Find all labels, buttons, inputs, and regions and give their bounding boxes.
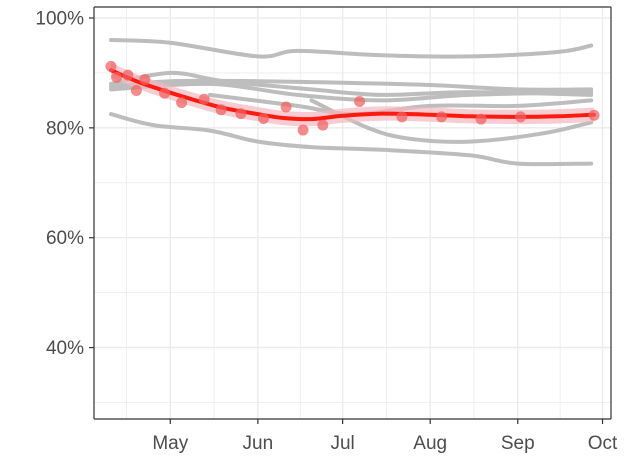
y-tick-label: 60% xyxy=(46,228,84,249)
data-point-14 xyxy=(317,119,329,131)
background-series-line-6 xyxy=(309,98,594,144)
data-point-17 xyxy=(435,111,447,123)
x-tick-label: Jul xyxy=(330,433,354,454)
data-point-15 xyxy=(354,95,366,107)
axes xyxy=(93,6,612,420)
background-series-line-1 xyxy=(109,38,594,59)
trend-line-group xyxy=(109,68,596,122)
y-tick-label: 100% xyxy=(35,8,84,29)
x-tick-label: Oct xyxy=(588,433,618,454)
data-point-6 xyxy=(159,87,171,99)
x-tick-labels: May Jun Jul Aug Sep Oct xyxy=(152,419,618,454)
data-point-10 xyxy=(235,108,247,120)
data-point-2 xyxy=(111,71,123,83)
data-point-11 xyxy=(258,113,270,125)
data-point-16 xyxy=(396,111,408,123)
data-point-8 xyxy=(198,93,210,105)
x-tick-label: Aug xyxy=(413,433,447,454)
data-point-4 xyxy=(130,84,142,96)
background-series-group xyxy=(109,38,594,167)
data-point-18 xyxy=(475,113,487,125)
data-point-3 xyxy=(122,69,134,81)
data-point-12 xyxy=(280,101,292,113)
data-point-7 xyxy=(176,97,188,109)
data-point-9 xyxy=(215,104,227,116)
x-tick-label: Sep xyxy=(501,433,535,454)
data-point-19 xyxy=(515,111,527,123)
background-series-line-4 xyxy=(109,81,594,103)
data-point-20 xyxy=(588,109,600,121)
x-tick-label: Jun xyxy=(243,433,274,454)
trend-line xyxy=(109,68,596,122)
y-tick-label: 80% xyxy=(46,118,84,139)
data-points-group xyxy=(105,60,600,136)
background-series-line-2 xyxy=(109,78,594,92)
y-tick-label: 40% xyxy=(46,338,84,359)
y-tick-labels: 40% 60% 80% 100% xyxy=(35,8,94,359)
x-tick-label: May xyxy=(152,433,188,454)
data-point-5 xyxy=(139,74,151,86)
data-point-1 xyxy=(105,60,117,72)
background-series-line-3 xyxy=(109,70,594,97)
data-point-13 xyxy=(297,124,309,136)
background-series-line-7 xyxy=(109,112,594,167)
